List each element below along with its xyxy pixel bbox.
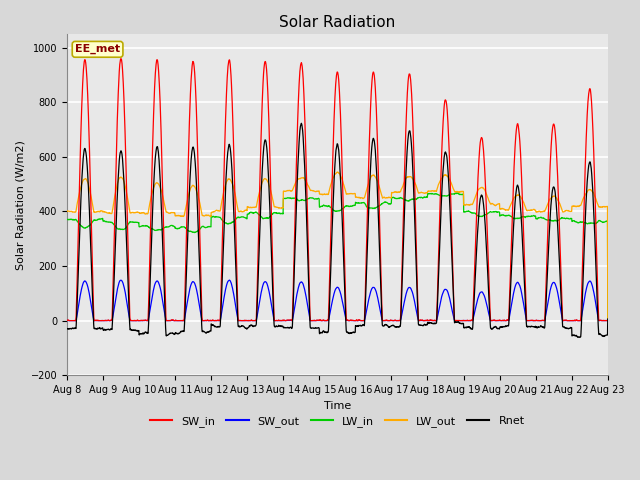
Legend: SW_in, SW_out, LW_in, LW_out, Rnet: SW_in, SW_out, LW_in, LW_out, Rnet — [146, 411, 529, 431]
Title: Solar Radiation: Solar Radiation — [279, 15, 396, 30]
Y-axis label: Solar Radiation (W/m2): Solar Radiation (W/m2) — [15, 140, 25, 270]
Text: EE_met: EE_met — [75, 44, 120, 54]
X-axis label: Time: Time — [324, 400, 351, 410]
